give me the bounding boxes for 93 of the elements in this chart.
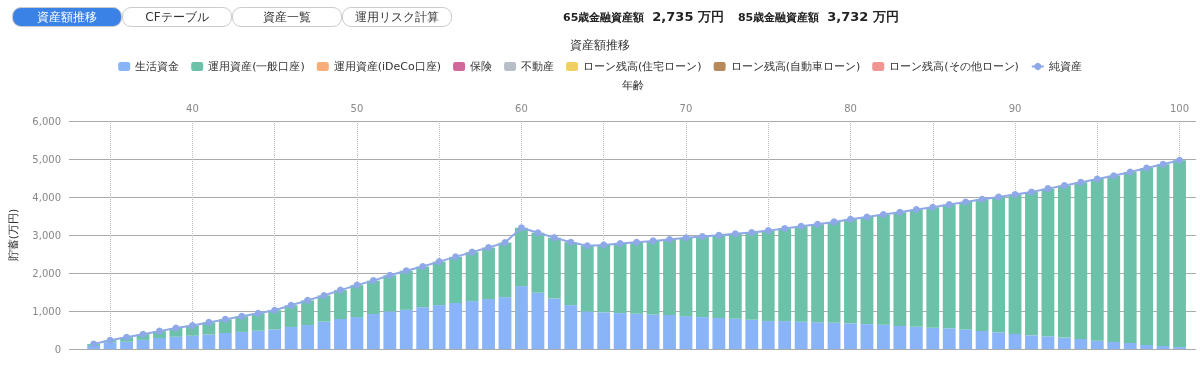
legend-label: 不動産 xyxy=(521,60,555,73)
y-tick-label: 4,000 xyxy=(32,191,61,203)
legend-label: ローン残高(自動車ローン) xyxy=(730,60,861,73)
bar xyxy=(1008,333,1022,349)
bar xyxy=(416,307,430,349)
bar xyxy=(1123,342,1137,349)
chart-title: 資産額推移 xyxy=(570,38,630,52)
bar xyxy=(696,317,709,349)
bar xyxy=(465,301,479,349)
bar xyxy=(860,324,874,349)
bar xyxy=(383,311,397,349)
bar xyxy=(218,333,232,349)
bar xyxy=(1057,337,1071,349)
bar xyxy=(827,322,841,349)
bar xyxy=(547,298,561,349)
x-tick-label: 60 xyxy=(515,102,528,114)
y-tick-label: 3,000 xyxy=(32,229,61,241)
bar xyxy=(811,322,825,349)
bar xyxy=(202,334,216,349)
y-axis-title: 貯蓄(万円) xyxy=(7,208,20,262)
bar xyxy=(268,329,282,349)
legend-label: 生活資金 xyxy=(135,60,180,73)
bar xyxy=(630,313,644,349)
text: 資産額推移 xyxy=(12,7,122,27)
bar xyxy=(482,299,495,349)
bar xyxy=(366,314,380,349)
bar xyxy=(778,321,792,349)
bar xyxy=(679,316,693,349)
legend-label: 運用資産(iDeCo口座) xyxy=(333,60,442,73)
bar xyxy=(432,305,446,349)
bar xyxy=(531,292,545,349)
text: CFテーブル xyxy=(122,7,232,27)
x-axis-title: 年齢 xyxy=(621,79,644,92)
bar xyxy=(876,324,890,349)
bar xyxy=(1107,341,1121,349)
legend-label: 保険 xyxy=(470,60,493,73)
legend-label: 運用資産(一般口座) xyxy=(208,60,305,73)
y-tick-label: 6,000 xyxy=(32,115,61,127)
text: 85歳金融資産額 3,732 万円 xyxy=(737,9,899,24)
bar xyxy=(334,318,347,349)
bar xyxy=(712,318,726,349)
x-tick-label: 50 xyxy=(350,102,364,114)
bar xyxy=(745,319,759,349)
bar xyxy=(301,325,314,349)
bar xyxy=(1041,336,1055,349)
bar xyxy=(498,297,512,349)
bar xyxy=(235,331,249,349)
bar xyxy=(959,329,973,349)
bar xyxy=(761,321,775,349)
bar xyxy=(1156,345,1170,349)
bar xyxy=(580,311,594,349)
bar xyxy=(613,313,627,349)
bar xyxy=(646,314,660,349)
bar xyxy=(515,286,528,349)
bar xyxy=(251,330,265,349)
bar xyxy=(728,318,742,349)
bar xyxy=(284,326,298,349)
bar xyxy=(597,312,611,349)
legend-label: 純資産 xyxy=(1048,60,1082,73)
bar xyxy=(185,335,199,349)
x-tick-label: 40 xyxy=(186,102,199,114)
legend-label: ローン残高(その他ローン) xyxy=(889,60,1019,73)
bar xyxy=(794,321,808,349)
bar xyxy=(663,314,676,349)
bar xyxy=(1025,335,1038,349)
y-tick-label: 1,000 xyxy=(32,305,61,317)
bar xyxy=(1090,340,1104,349)
bar xyxy=(449,303,463,349)
bar xyxy=(399,309,413,349)
bar xyxy=(350,317,364,349)
bar xyxy=(926,327,940,349)
bar xyxy=(942,328,956,349)
text: 資産一覧 xyxy=(232,7,342,27)
text: 65歳金融資産額 2,735 万円 xyxy=(563,9,724,24)
x-tick-label: 80 xyxy=(844,102,857,114)
bar xyxy=(975,330,989,349)
bar xyxy=(844,323,857,349)
bar xyxy=(169,336,183,349)
y-tick-label: 5,000 xyxy=(32,153,61,165)
x-tick-label: 90 xyxy=(1008,102,1022,114)
bar xyxy=(317,321,331,349)
bar xyxy=(909,326,923,349)
text: 運用リスク計算 xyxy=(342,7,452,27)
bar xyxy=(992,332,1005,349)
y-tick-label: 2,000 xyxy=(32,267,61,279)
bar xyxy=(893,326,907,349)
bar xyxy=(1074,338,1088,349)
x-tick-label: 100 xyxy=(1170,102,1190,114)
legend-label: ローン残高(住宅ローン) xyxy=(583,60,702,73)
y-tick-label: 0 xyxy=(54,343,61,355)
bar xyxy=(1140,345,1154,349)
x-tick-label: 70 xyxy=(679,102,693,114)
bar xyxy=(564,305,578,349)
